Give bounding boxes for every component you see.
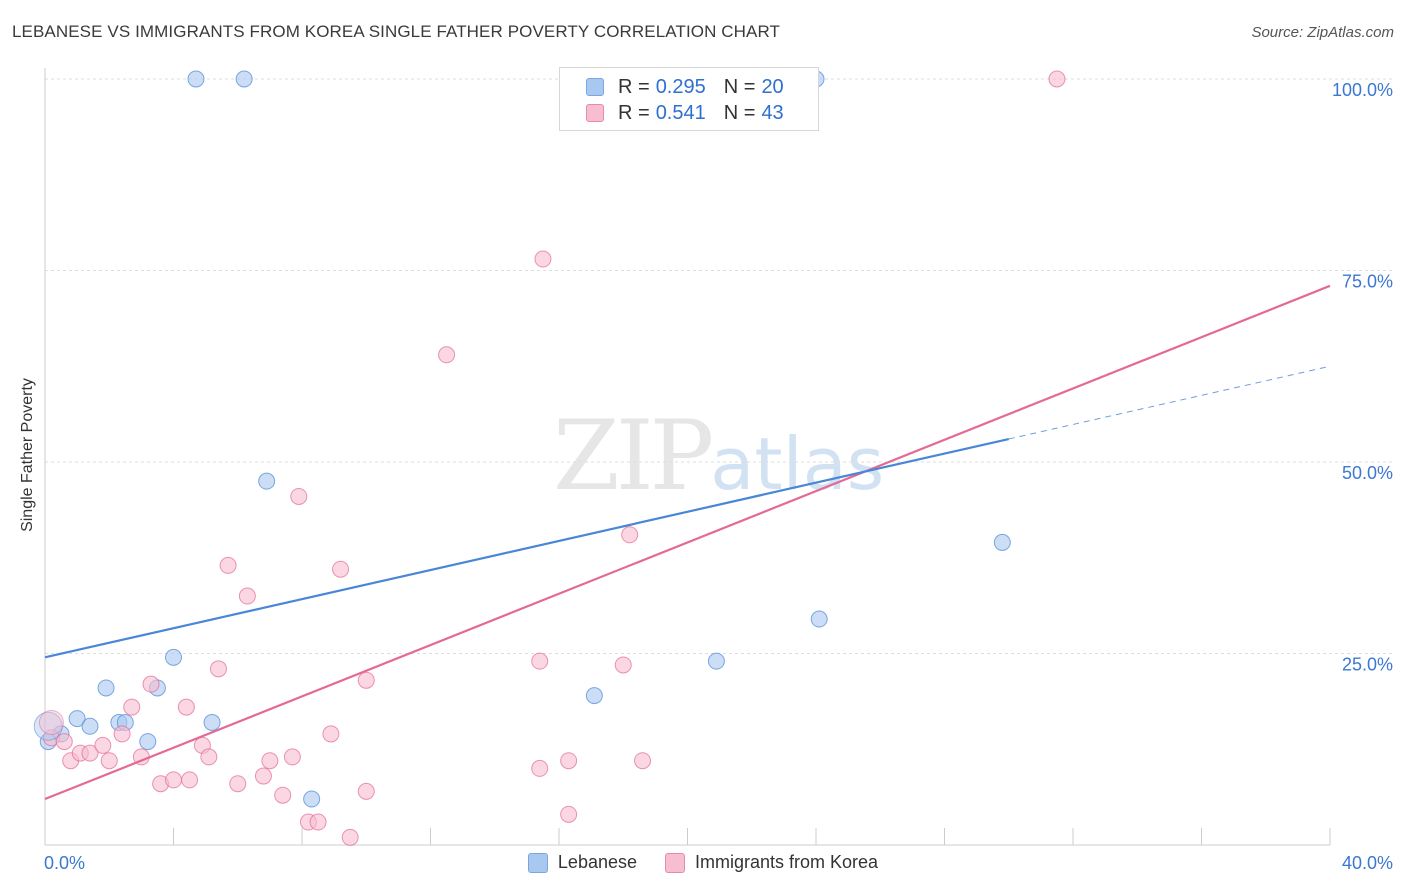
legend-swatch-korea <box>586 104 604 122</box>
korea-point <box>123 698 141 716</box>
korea-point <box>614 656 632 674</box>
korea-point <box>531 759 549 777</box>
lebanese-point <box>68 710 86 728</box>
lebanese-point <box>810 610 828 628</box>
legend-item-korea: Immigrants from Korea <box>665 852 878 873</box>
source-label: Source: ZipAtlas.com <box>1251 24 1394 41</box>
lebanese-cluster-point <box>33 711 63 741</box>
lebanese-point <box>139 733 157 751</box>
korea-point <box>341 828 359 846</box>
legend-n-label: N = <box>723 75 756 98</box>
korea-cluster-point <box>38 709 64 735</box>
korea-point <box>81 744 99 762</box>
korea-point <box>142 675 160 693</box>
korea-point <box>261 752 279 770</box>
lebanese-point <box>235 70 253 88</box>
lebanese-point <box>258 472 276 490</box>
korea-point <box>332 560 350 578</box>
korea-point <box>534 250 552 268</box>
chart-title: LEBANESE VS IMMIGRANTS FROM KOREA SINGLE… <box>12 22 781 41</box>
korea-point <box>229 775 247 793</box>
korea-point <box>290 487 308 505</box>
korea-point <box>621 526 639 544</box>
korea-point <box>1048 70 1066 88</box>
korea-point <box>177 698 195 716</box>
lebanese-point <box>187 70 205 88</box>
korea-point <box>357 671 375 689</box>
korea-point <box>200 748 218 766</box>
korea-point <box>309 813 327 831</box>
korea-point <box>322 725 340 743</box>
y-tick-label: 50.0% <box>1342 463 1393 483</box>
korea-point <box>560 752 578 770</box>
watermark: ZIPatlas <box>553 400 884 512</box>
y-tick-label: 25.0% <box>1342 655 1393 675</box>
legend-swatch-lebanese <box>586 78 604 96</box>
legend-n-value: 20 <box>761 75 784 98</box>
lebanese-point <box>707 652 725 670</box>
legend-r-value: 0.295 <box>655 75 706 98</box>
korea-point <box>438 346 456 364</box>
lebanese-point <box>97 679 115 697</box>
x-tick-label: 40.0% <box>1342 853 1393 873</box>
korea-point <box>283 748 301 766</box>
korea-point <box>357 782 375 800</box>
y-tick-label: 75.0% <box>1342 272 1393 292</box>
lebanese-trend-line <box>44 437 1009 659</box>
lebanese-point <box>993 533 1011 551</box>
legend-n-value: 43 <box>761 101 784 124</box>
y-tick-label: 100.0% <box>1332 80 1393 100</box>
korea-point <box>113 725 131 743</box>
legend-n-label: N = <box>723 101 756 124</box>
lebanese-trend-extension <box>1008 365 1331 440</box>
watermark-zip: ZIP <box>553 400 714 512</box>
legend-swatch-korea <box>665 852 685 873</box>
legend-label-lebanese: Lebanese <box>557 852 637 872</box>
legend-r-label: R = <box>618 75 650 98</box>
legend-r-label: R = <box>618 101 650 124</box>
korea-point <box>531 652 549 670</box>
korea-trend-line <box>44 284 1331 801</box>
korea-point <box>560 805 578 823</box>
korea-point <box>100 752 118 770</box>
korea-point <box>165 771 182 789</box>
lebanese-point <box>303 790 321 808</box>
lebanese-point <box>81 717 99 735</box>
legend-swatch-lebanese <box>527 852 548 873</box>
legend-row-korea: R = 0.541 N = 43 <box>586 101 784 125</box>
legend-row-lebanese: R = 0.295 N = 20 <box>586 75 784 99</box>
legend-r-value: 0.541 <box>655 101 706 124</box>
korea-point <box>274 786 292 804</box>
legend-stats: R = 0.295 N = 20 R = 0.541 N = 43 <box>559 67 819 131</box>
korea-point <box>219 556 237 574</box>
korea-point <box>634 752 652 770</box>
lebanese-point <box>585 687 603 705</box>
watermark-atlas: atlas <box>710 422 885 506</box>
korea-point <box>209 660 227 678</box>
korea-point <box>254 767 272 785</box>
x-tick-label: 0.0% <box>44 853 85 873</box>
legend-series: Lebanese Immigrants from Korea <box>0 852 1406 873</box>
korea-point <box>181 771 199 789</box>
legend-label-korea: Immigrants from Korea <box>695 852 879 872</box>
lebanese-point <box>203 713 221 731</box>
korea-point <box>55 733 73 751</box>
korea-point <box>94 736 112 754</box>
korea-point <box>238 587 256 605</box>
legend-item-lebanese: Lebanese <box>527 852 637 873</box>
lebanese-point <box>165 648 182 666</box>
